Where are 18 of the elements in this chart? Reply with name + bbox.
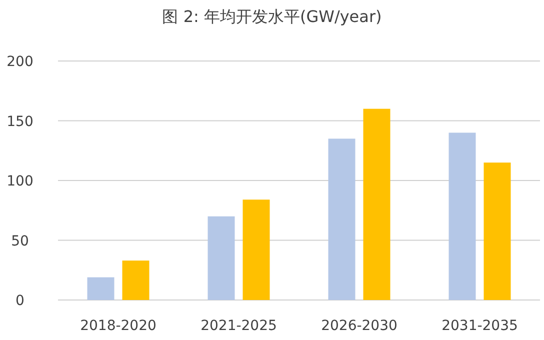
- x-tick-label: 2026-2030: [321, 318, 398, 334]
- bar: [448, 132, 476, 300]
- y-tick-label: 0: [16, 293, 24, 309]
- y-tick-label: 200: [6, 54, 34, 70]
- x-tick-label: 2018-2020: [80, 318, 156, 334]
- bar: [87, 277, 114, 300]
- bar: [328, 138, 356, 300]
- bar: [122, 260, 150, 300]
- y-tick-label: 150: [6, 114, 34, 130]
- bar: [242, 200, 270, 300]
- chart-title: 图 2: 年均开发水平(GW/year): [162, 7, 382, 26]
- x-tick-label: 2021-2025: [200, 318, 277, 334]
- bar: [208, 216, 235, 300]
- bar: [484, 162, 511, 300]
- y-tick-label: 50: [11, 233, 29, 250]
- x-tick-label: 2031-2035: [442, 318, 518, 334]
- bar: [363, 108, 390, 300]
- y-tick-label: 100: [6, 174, 34, 190]
